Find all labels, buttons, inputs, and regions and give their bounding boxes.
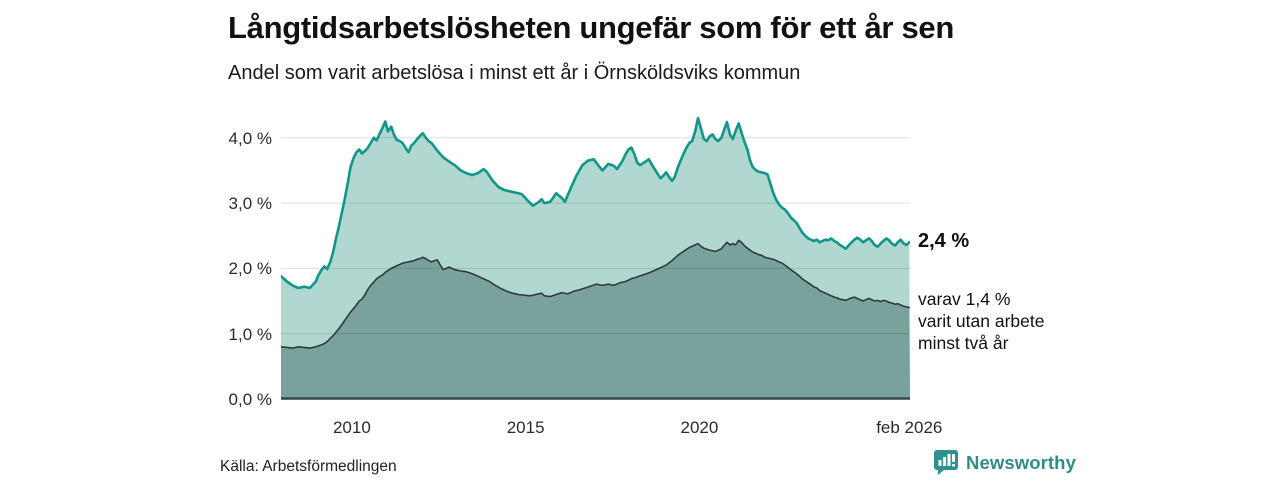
page-title: Långtidsarbetslösheten ungefär som för e… bbox=[228, 10, 955, 45]
chart-subtitle: Andel som varit arbetslösa i minst ett å… bbox=[228, 62, 801, 84]
annotation-line: varit utan arbete bbox=[918, 310, 1045, 331]
annotation-line: minst två år bbox=[918, 332, 1009, 353]
brand-logo: Newsworthy bbox=[933, 449, 1076, 476]
plot-area bbox=[281, 116, 910, 400]
brand-wordmark: Newsworthy bbox=[966, 451, 1076, 473]
y-axis-tick-label: 1,0 % bbox=[228, 324, 272, 344]
bar-chart-speech-bubble-icon bbox=[933, 449, 959, 476]
end-value-label-total: 2,4 % bbox=[918, 230, 970, 253]
y-axis-tick-label: 3,0 % bbox=[228, 194, 272, 214]
total-line bbox=[281, 116, 910, 290]
y-axis-tick-label: 4,0 % bbox=[228, 128, 272, 148]
x-axis-tick-label: 2010 bbox=[332, 418, 371, 437]
two-year-line bbox=[281, 239, 910, 349]
y-axis-tick-label: 2,0 % bbox=[228, 259, 272, 279]
x-axis-tick-label: 2020 bbox=[680, 418, 719, 437]
y-axis-tick-label: 0,0 % bbox=[228, 390, 272, 409]
x-axis-tick-label: 2015 bbox=[506, 418, 545, 437]
end-value-label-two-year: varav 1,4 % varit utan arbete minst två … bbox=[918, 288, 1044, 354]
x-axis-tick-label: feb 2026 bbox=[876, 418, 943, 437]
area-chart: 2,4 % varav 1,4 % varit utan arbete mins… bbox=[212, 112, 1072, 452]
two-year-area bbox=[281, 240, 910, 399]
source-credit: Källa: Arbetsförmedlingen bbox=[220, 458, 397, 475]
annotation-line: varav 1,4 % bbox=[918, 288, 1011, 309]
